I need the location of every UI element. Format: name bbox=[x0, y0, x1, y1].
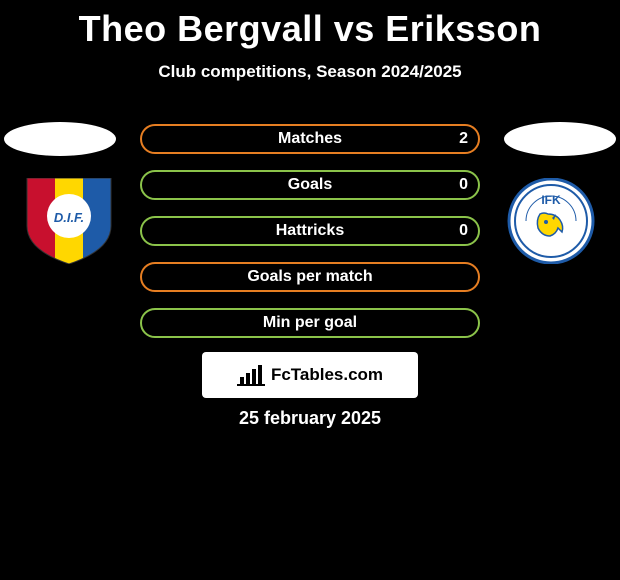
player-photo-left bbox=[4, 122, 116, 156]
stat-label: Goals bbox=[288, 176, 332, 194]
stat-row-goals: Goals 0 bbox=[140, 170, 480, 200]
brand-badge: FcTables.com bbox=[202, 352, 418, 398]
stat-row-min-per-goal: Min per goal bbox=[140, 308, 480, 338]
date-text: 25 february 2025 bbox=[0, 408, 620, 429]
subtitle: Club competitions, Season 2024/2025 bbox=[0, 62, 620, 82]
stat-row-goals-per-match: Goals per match bbox=[140, 262, 480, 292]
stat-row-hattricks: Hattricks 0 bbox=[140, 216, 480, 246]
stat-label: Matches bbox=[278, 130, 342, 148]
stat-label: Hattricks bbox=[276, 222, 344, 240]
club-badge-right: IFK bbox=[502, 178, 600, 264]
svg-text:IFK: IFK bbox=[541, 193, 561, 207]
chart-icon bbox=[237, 363, 265, 387]
stat-row-matches: Matches 2 bbox=[140, 124, 480, 154]
stat-label: Goals per match bbox=[247, 268, 372, 286]
page-title: Theo Bergvall vs Eriksson bbox=[0, 0, 620, 50]
stat-value: 0 bbox=[459, 222, 468, 240]
brand-text: FcTables.com bbox=[271, 365, 383, 385]
club-badge-left: D.I.F. bbox=[20, 178, 118, 264]
svg-text:D.I.F.: D.I.F. bbox=[54, 210, 84, 225]
player-photo-right bbox=[504, 122, 616, 156]
stats-container: Matches 2 Goals 0 Hattricks 0 Goals per … bbox=[140, 124, 480, 354]
stat-value: 0 bbox=[459, 176, 468, 194]
stat-value: 2 bbox=[459, 130, 468, 148]
stat-label: Min per goal bbox=[263, 314, 357, 332]
